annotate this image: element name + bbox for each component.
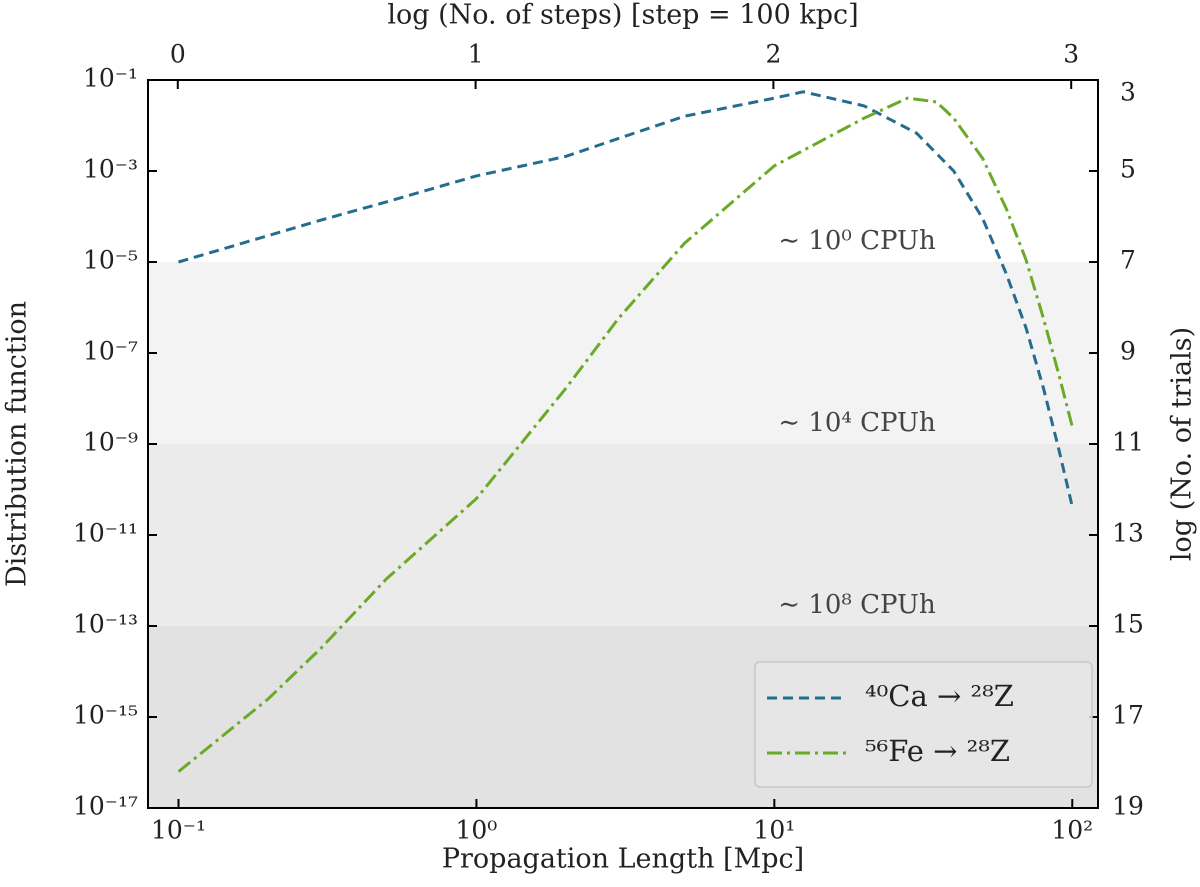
x-tick-label: 10¹	[753, 816, 795, 845]
legend-label: ⁵⁶Fe → ²⁸Z	[865, 734, 1010, 768]
x2-tick-label: 0	[170, 40, 186, 69]
series-line	[178, 90, 1074, 507]
legend: ⁴⁰Ca → ²⁸Z ⁵⁶Fe → ²⁸Z	[754, 661, 1093, 788]
y2-tick-label: 17	[1112, 701, 1144, 730]
y-tick-label: 10⁻⁵	[83, 246, 138, 275]
y2-tick-label: 19	[1112, 792, 1144, 821]
y-tick-label: 10⁻⁷	[83, 337, 138, 366]
x2-tick-label: 1	[468, 40, 484, 69]
y2-tick-label: 3	[1120, 78, 1136, 107]
x-tick-label: 10²	[1051, 816, 1093, 845]
y-tick-label: 10⁻⁹	[83, 428, 138, 457]
y-tick-label: 10⁻¹⁷	[73, 792, 138, 821]
y2-tick-label: 11	[1112, 428, 1144, 457]
y-tick-label: 10⁻¹	[83, 64, 138, 93]
y2-tick-label: 15	[1112, 610, 1144, 639]
y2-tick-label: 7	[1120, 246, 1136, 275]
y-axis-label: Distribution function	[2, 301, 33, 587]
x2-tick-label: 3	[1063, 40, 1079, 69]
series-line	[177, 96, 1074, 773]
y-tick-label: 10⁻¹¹	[73, 519, 138, 548]
x-axis-label: Propagation Length [Mpc]	[442, 844, 804, 875]
band-label: ∼ 10⁰ CPUh	[778, 226, 936, 256]
x2-axis-label: log (No. of steps) [step = 100 kpc]	[387, 0, 858, 31]
band-label: ∼ 10⁴ CPUh	[778, 408, 936, 438]
band	[148, 444, 1098, 626]
y-tick-label: 10⁻¹⁵	[73, 701, 138, 730]
y2-axis-label: log (No. of trials)	[1167, 327, 1198, 561]
band	[148, 262, 1098, 444]
x-tick-label: 10⁻¹	[151, 816, 206, 845]
legend-box	[754, 661, 1093, 788]
x-tick-label: 10⁰	[456, 816, 498, 845]
y2-tick-label: 9	[1120, 337, 1136, 366]
band-label: ∼ 10⁸ CPUh	[778, 590, 936, 620]
legend-label: ⁴⁰Ca → ²⁸Z	[865, 679, 1014, 713]
y2-tick-label: 13	[1112, 519, 1144, 548]
y2-tick-label: 5	[1120, 155, 1136, 184]
y-tick-label: 10⁻¹³	[73, 610, 138, 639]
x2-tick-label: 2	[765, 40, 781, 69]
y-tick-label: 10⁻³	[83, 155, 138, 184]
